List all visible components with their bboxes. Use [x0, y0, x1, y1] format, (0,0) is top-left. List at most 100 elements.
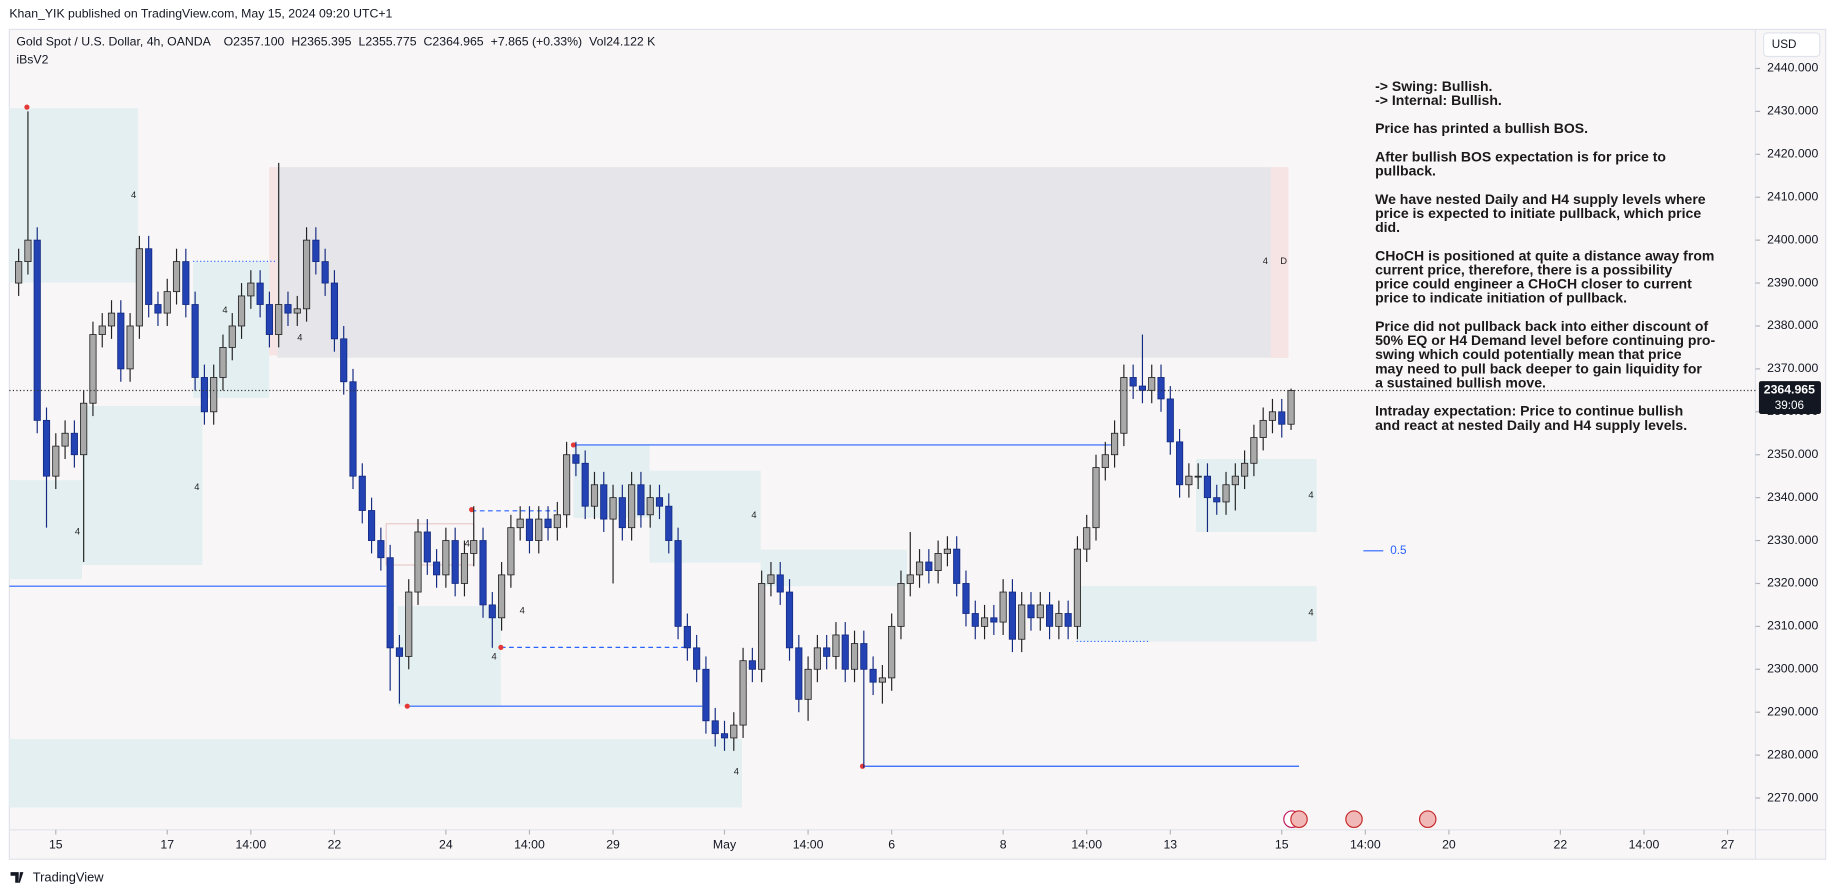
candle-body: [860, 643, 868, 670]
candle-body: [237, 295, 246, 327]
candle-body: [1250, 437, 1258, 464]
y-tick-label: 2440.000: [1767, 61, 1818, 75]
candle-body: [915, 561, 924, 576]
zone-label: 4: [520, 605, 525, 615]
candle-body: [15, 261, 23, 284]
candle-body: [1241, 462, 1249, 477]
candle-body: [674, 540, 682, 627]
candle-body: [1259, 419, 1267, 438]
candle-body: [302, 239, 311, 310]
candle-body: [386, 557, 394, 649]
candle-body: [349, 381, 357, 477]
y-tick-label: 2390.000: [1767, 275, 1818, 289]
candle-body: [312, 239, 320, 263]
annotation-line: -> Swing: Bullish.: [1375, 78, 1492, 94]
candle-body: [563, 454, 571, 516]
candle-body: [813, 647, 821, 670]
candle-body: [154, 304, 162, 314]
zone-label: 4: [297, 332, 302, 342]
candle-body: [1194, 475, 1202, 478]
supply-edge: [269, 167, 278, 356]
candle-body: [888, 625, 896, 679]
zone-label: 4: [1308, 490, 1313, 500]
candle-body: [804, 668, 812, 700]
candle-body: [24, 239, 32, 263]
candle-body: [1176, 441, 1184, 486]
candle-body: [1157, 377, 1165, 400]
logo: [10, 872, 24, 883]
candle-body: [219, 347, 227, 378]
x-tick-label: 14:00: [793, 837, 824, 851]
candle-body: [1045, 604, 1054, 627]
candle-body: [1148, 377, 1156, 391]
candle-body: [1064, 613, 1072, 627]
candle-body: [70, 432, 78, 456]
swing-dot: [469, 507, 475, 513]
candle-body: [145, 248, 153, 305]
candle-body: [172, 261, 181, 293]
zones: [9, 108, 1317, 808]
candle-body: [135, 248, 143, 327]
candle-body: [1129, 377, 1137, 387]
currency[interactable]: USD: [1772, 38, 1797, 51]
x-tick-label: 17: [160, 837, 174, 851]
x-tick-label: 14:00: [235, 837, 266, 851]
candles: [15, 111, 1295, 768]
candle-body: [358, 475, 366, 511]
candle-body: [33, 239, 41, 421]
annotation-line: 50% EQ or H4 Demand level before continu…: [1375, 332, 1715, 348]
x-tick-label: 24: [439, 837, 453, 851]
event-icon[interactable]: [1418, 810, 1437, 829]
swing-points: [24, 104, 866, 769]
x-tick-label: 27: [1721, 837, 1735, 851]
demand-zone: [1076, 586, 1317, 642]
x-tick-label: 13: [1163, 837, 1177, 851]
candle-body: [340, 338, 348, 383]
annotation-line: -> Internal: Bullish.: [1375, 92, 1502, 108]
candle-body: [906, 574, 914, 584]
candle-body: [535, 518, 543, 541]
demand-zone: [9, 739, 742, 808]
candle-body: [962, 583, 970, 614]
y-tick-label: 2280.000: [1767, 747, 1818, 761]
zone-label: 4: [1263, 256, 1268, 266]
candle-body: [42, 419, 51, 477]
zone-label: 4: [734, 767, 739, 777]
candle-body: [191, 304, 199, 378]
candle-body: [1287, 390, 1295, 425]
candle-body: [1138, 385, 1147, 391]
event-icon[interactable]: [1290, 810, 1308, 829]
candle-body: [265, 304, 273, 335]
candle-body: [256, 282, 264, 305]
x-tick-label: 14:00: [1629, 837, 1660, 851]
candle-body: [442, 540, 450, 576]
candle-body: [498, 574, 506, 619]
candle-body: [832, 634, 840, 657]
annotation-line: After bullish BOS expectation is for pri…: [1375, 148, 1666, 164]
legend-value: L2355.775: [359, 35, 417, 49]
annotation-line: swing which could potentially mean that …: [1375, 346, 1682, 362]
candle-body: [1222, 484, 1230, 503]
candle-body: [581, 462, 589, 507]
currency-box[interactable]: [1763, 32, 1821, 58]
candle-body: [1185, 475, 1193, 486]
candle-body: [739, 660, 747, 726]
x-tick-label: 15: [49, 837, 63, 851]
x-tick-label: 14:00: [514, 837, 545, 851]
zone-label: 4: [75, 526, 80, 536]
demand-zone: [760, 549, 907, 587]
annotation-line: price could engineer a CHoCH closer to c…: [1375, 276, 1692, 292]
candle-body: [423, 531, 431, 563]
event-icon[interactable]: [1345, 810, 1363, 829]
y-tick-label: 2310.000: [1767, 619, 1818, 633]
candle-body: [1120, 377, 1128, 434]
candle-body: [869, 668, 877, 683]
annotation-line: did.: [1375, 219, 1400, 235]
y-tick-label: 2380.000: [1767, 318, 1818, 332]
swing-dot: [24, 104, 30, 110]
annotation-line: Price has printed a bullish BOS.: [1375, 120, 1588, 136]
candle-body: [758, 583, 766, 670]
candle-body: [210, 377, 218, 413]
annotation: -> Swing: Bullish.-> Internal: Bullish. P…: [1375, 78, 1715, 433]
candle-body: [553, 514, 561, 529]
